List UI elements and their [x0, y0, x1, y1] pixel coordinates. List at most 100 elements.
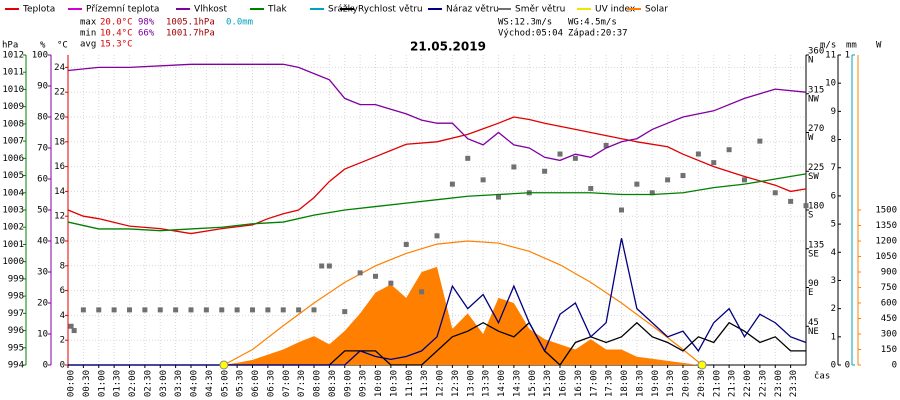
point — [542, 168, 548, 174]
point — [250, 307, 255, 313]
x-tick-label: 22:00 — [743, 370, 753, 397]
y-tick-label: 1007 — [2, 137, 24, 147]
y-tick-label: 0 — [60, 361, 65, 371]
point — [311, 307, 317, 313]
y-tick-label: 450 — [881, 314, 897, 324]
compass-label: NE — [808, 327, 819, 337]
clear-sky-line — [223, 240, 703, 366]
point — [572, 155, 578, 161]
y-tick-label: 12 — [54, 212, 65, 222]
x-tick-label: 15:00 — [528, 370, 538, 397]
point — [772, 190, 778, 196]
axis-unit: hPa — [2, 41, 18, 51]
point — [388, 280, 394, 286]
y-tick-label: 1003 — [2, 206, 24, 216]
x-tick-label: 12:30 — [451, 370, 461, 397]
stat-value: 15.3°C — [100, 40, 133, 50]
x-tick-label: 03:30 — [174, 370, 184, 397]
y-tick-label: 180 — [808, 202, 824, 212]
point — [619, 207, 624, 213]
y-tick-label: 100 — [32, 51, 48, 61]
line — [67, 173, 807, 232]
y-tick-label: 1011 — [2, 68, 24, 78]
y-tick-label: 5 — [831, 220, 836, 230]
stat-label: max — [80, 18, 97, 28]
y-tick-label: 1050 — [875, 252, 897, 262]
sun-marker — [697, 360, 707, 370]
line — [67, 63, 807, 162]
y-tick-label: 750 — [881, 283, 897, 293]
x-tick-label: 04:00 — [190, 370, 200, 397]
y-tick-label: 0 — [43, 361, 48, 371]
sun-info: Východ:05:04 — [498, 29, 563, 39]
point — [173, 307, 179, 313]
point — [203, 307, 209, 313]
y-tick-label: 0 — [892, 361, 897, 371]
x-tick-label: 09:30 — [359, 370, 369, 397]
y-tick-label: 315 — [808, 85, 824, 95]
x-tick-label: 09:00 — [343, 370, 353, 397]
x-tick-label: 08:30 — [328, 370, 338, 397]
y-tick-label: 9 — [831, 107, 836, 117]
point — [557, 151, 563, 157]
x-tick-label: 20:30 — [697, 370, 707, 397]
y-tick-label: 270 — [808, 124, 824, 134]
y-tick-label: 18 — [54, 137, 65, 147]
point — [357, 270, 363, 276]
compass-label: N — [808, 56, 813, 66]
y-tick-label: 900 — [881, 268, 897, 278]
point — [403, 241, 409, 247]
y-tick-label: 7 — [831, 163, 836, 173]
legend-label: Rychlost větru — [358, 5, 423, 15]
point — [496, 194, 501, 200]
y-tick-label: 1200 — [875, 237, 897, 247]
x-tick-label: 14:00 — [497, 370, 507, 397]
x-tick-label: 12:00 — [436, 370, 446, 397]
x-tick-label: 19:00 — [651, 370, 661, 397]
compass-label: W — [808, 133, 814, 143]
y-tick-label: 10 — [54, 237, 65, 247]
point — [649, 190, 655, 196]
point — [603, 142, 609, 148]
x-tick-label: 08:00 — [313, 370, 323, 397]
y-tick-label: 24 — [54, 63, 65, 73]
y-tick-label: 996 — [8, 326, 24, 336]
wind-info: WS:12.3m/s — [498, 18, 552, 28]
x-tick-label: 06:30 — [266, 370, 276, 397]
point — [265, 307, 271, 313]
y-tick-label: 1008 — [2, 119, 24, 129]
point — [373, 273, 378, 279]
point — [96, 307, 102, 313]
x-tick-label: 20:00 — [682, 370, 692, 397]
y-tick-label: 30 — [37, 268, 48, 278]
y-tick-label: 11 — [825, 51, 836, 61]
point — [68, 323, 74, 329]
x-tick-label: 10:00 — [374, 370, 384, 397]
stat-label: min — [80, 29, 96, 39]
x-tick-label: 18:00 — [620, 370, 630, 397]
y-tick-label: 1500 — [875, 206, 897, 216]
y-tick-label: 6 — [60, 286, 65, 296]
stat-label: avg — [80, 40, 96, 50]
sun-info: Západ:20:37 — [568, 29, 628, 39]
x-tick-label: 05:00 — [220, 370, 230, 397]
y-tick-label: 1 — [831, 332, 836, 342]
x-tick-label: 11:00 — [405, 370, 415, 397]
y-tick-label: 0 — [845, 361, 850, 371]
x-tick-label: 21:30 — [728, 370, 738, 397]
y-tick-label: 60 — [37, 175, 48, 185]
y-tick-label: 1000 — [2, 257, 24, 267]
x-tick-label: 01:30 — [113, 370, 123, 397]
y-tick-label: 22 — [54, 88, 65, 98]
wind-info: WG:4.5m/s — [568, 18, 617, 28]
point — [788, 198, 794, 204]
x-tick-label: 18:30 — [635, 370, 645, 397]
x-tick-label: 11:30 — [420, 370, 430, 397]
stat-value: 1005.1hPa — [166, 18, 215, 28]
point — [319, 263, 325, 269]
y-tick-label: 1002 — [2, 223, 24, 233]
axis-unit: % — [40, 41, 46, 51]
legend-label: Vlhkost — [194, 5, 227, 15]
y-tick-label: 20 — [37, 299, 48, 309]
y-tick-label: 994 — [8, 361, 24, 371]
